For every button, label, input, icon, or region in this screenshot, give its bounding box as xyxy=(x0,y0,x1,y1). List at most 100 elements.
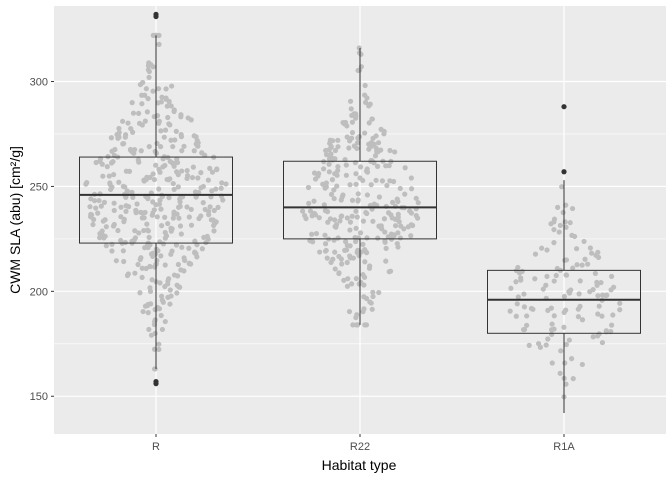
data-point xyxy=(150,171,156,177)
data-point xyxy=(113,258,119,264)
data-point xyxy=(595,293,601,299)
data-point xyxy=(514,301,520,307)
data-point xyxy=(344,283,351,289)
data-point xyxy=(595,254,602,261)
data-point xyxy=(360,177,366,184)
data-point xyxy=(353,208,359,214)
data-point xyxy=(134,201,140,207)
data-point xyxy=(156,341,162,347)
data-point xyxy=(158,206,164,212)
data-point xyxy=(150,253,156,259)
data-point xyxy=(152,366,158,372)
data-point xyxy=(391,232,397,238)
data-point xyxy=(364,210,370,217)
data-point xyxy=(108,186,114,193)
data-point xyxy=(203,239,209,246)
data-point xyxy=(394,240,400,247)
data-point xyxy=(160,164,166,170)
data-point xyxy=(355,135,361,141)
data-point xyxy=(146,74,152,80)
data-point xyxy=(155,86,162,92)
data-point xyxy=(353,225,359,231)
data-point xyxy=(164,103,170,109)
data-point xyxy=(136,159,142,165)
data-point xyxy=(343,172,349,178)
data-point xyxy=(106,173,112,179)
data-point xyxy=(558,348,564,354)
data-point xyxy=(513,279,519,285)
data-point xyxy=(562,219,568,225)
data-point xyxy=(569,356,575,362)
data-point xyxy=(165,114,171,121)
data-point xyxy=(162,283,168,290)
data-point xyxy=(384,182,390,189)
data-point xyxy=(334,183,340,189)
data-point xyxy=(179,148,185,154)
data-point xyxy=(154,140,160,146)
data-point xyxy=(609,273,615,279)
data-point xyxy=(150,88,156,94)
data-point xyxy=(138,209,144,215)
data-point xyxy=(581,238,587,245)
data-point xyxy=(166,195,172,201)
data-point xyxy=(405,224,411,230)
data-point xyxy=(355,67,361,74)
data-point xyxy=(146,143,152,150)
data-point xyxy=(335,164,341,170)
data-point xyxy=(342,239,349,245)
data-point xyxy=(344,134,350,140)
data-point xyxy=(551,226,557,233)
data-point xyxy=(101,199,108,205)
data-point xyxy=(353,171,359,177)
data-point xyxy=(214,167,220,173)
data-point xyxy=(146,234,152,240)
data-point xyxy=(83,181,89,187)
data-point xyxy=(327,140,333,146)
data-point xyxy=(177,223,184,229)
data-point xyxy=(175,184,181,190)
data-point xyxy=(136,230,142,236)
data-point xyxy=(347,182,353,188)
data-point xyxy=(354,249,360,256)
data-point xyxy=(562,360,568,366)
data-point xyxy=(589,250,595,256)
data-point xyxy=(209,188,215,194)
data-point xyxy=(208,217,214,223)
data-point xyxy=(313,230,320,237)
data-point xyxy=(162,318,168,325)
data-point xyxy=(135,261,141,268)
data-point xyxy=(157,239,163,245)
data-point xyxy=(379,178,386,184)
data-point xyxy=(332,147,339,154)
data-point xyxy=(349,129,356,136)
data-point xyxy=(213,186,219,192)
data-point xyxy=(169,248,175,254)
data-point xyxy=(402,165,408,171)
data-point xyxy=(397,185,403,192)
data-point xyxy=(145,67,152,73)
data-point xyxy=(554,265,560,272)
data-point xyxy=(209,169,216,175)
data-point xyxy=(168,137,174,143)
data-point xyxy=(515,294,521,300)
box-iqr xyxy=(79,156,233,244)
data-point xyxy=(169,83,175,89)
data-point xyxy=(116,125,122,132)
data-point xyxy=(109,241,115,247)
outlier-point xyxy=(561,169,567,175)
data-point xyxy=(415,200,421,206)
data-point xyxy=(153,162,159,168)
data-point xyxy=(603,328,609,334)
x-tick-label: R1A xyxy=(553,441,575,453)
data-point xyxy=(139,274,145,280)
data-point xyxy=(184,204,190,210)
data-point xyxy=(560,209,566,216)
data-point xyxy=(569,205,576,212)
data-point xyxy=(300,208,306,214)
data-point xyxy=(381,131,387,137)
data-point xyxy=(518,277,524,283)
data-point xyxy=(579,317,586,323)
data-point xyxy=(383,163,389,169)
data-point xyxy=(563,224,569,230)
